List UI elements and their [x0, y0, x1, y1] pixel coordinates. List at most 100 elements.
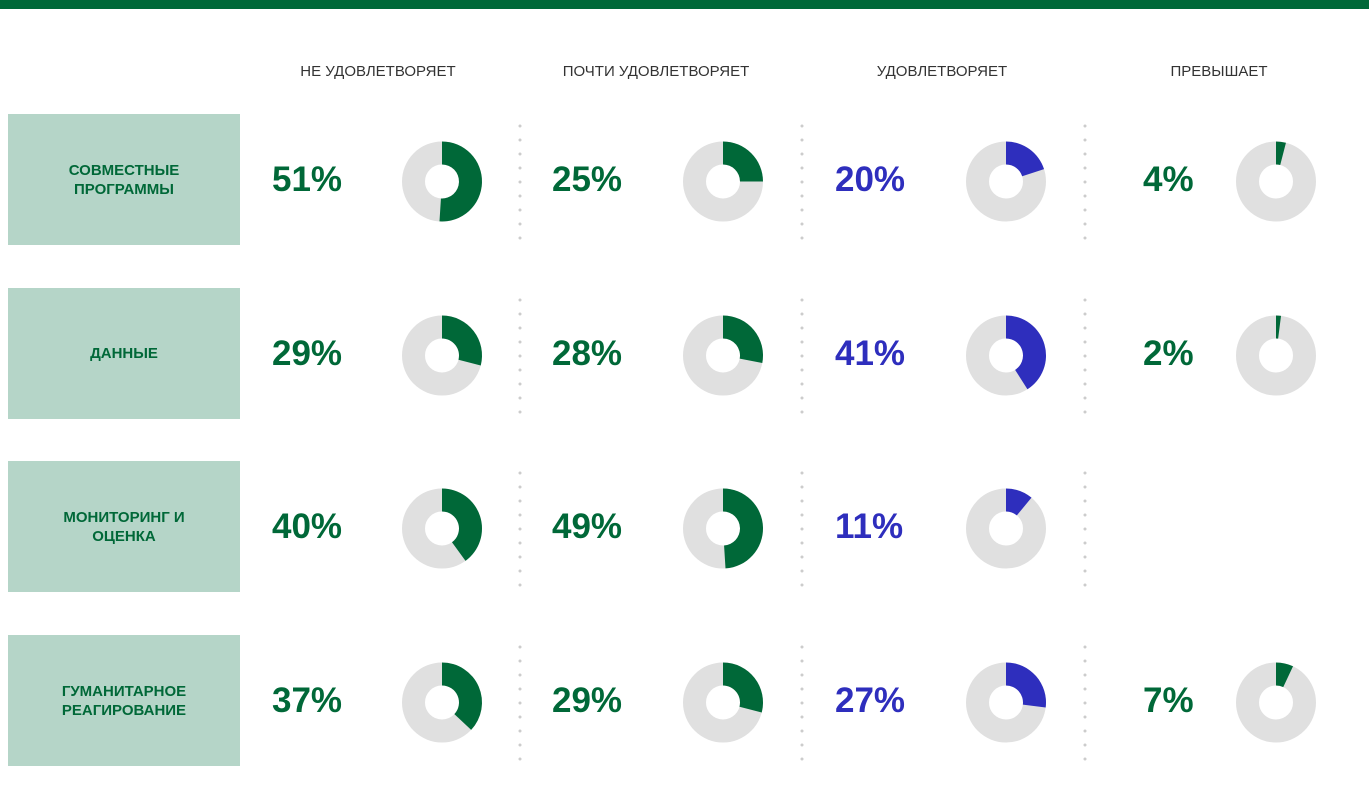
donut-segment — [723, 315, 763, 363]
separator-dot — [518, 729, 522, 733]
separator-dot — [1083, 410, 1087, 414]
column-header: УДОВЛЕТВОРЯЕТ — [877, 63, 1007, 80]
separator-dot — [518, 715, 522, 719]
separator-dot — [1083, 485, 1087, 489]
separator-dot — [800, 298, 804, 302]
row-label: ГУМАНИТАРНОЕ РЕАГИРОВАНИЕ — [61, 682, 187, 719]
donut-segment — [442, 662, 482, 730]
separator-dot — [518, 499, 522, 503]
separator-dot — [518, 298, 522, 302]
value-label: 40% — [272, 507, 342, 546]
separator-dot — [518, 673, 522, 677]
separator-dot — [1083, 368, 1087, 372]
separator-dot — [800, 583, 804, 587]
separator-dot — [518, 583, 522, 587]
separator-dot — [800, 124, 804, 128]
value-label: 41% — [835, 334, 905, 373]
separator-dot — [1083, 569, 1087, 573]
separator-dot — [800, 527, 804, 531]
separator-dot — [1083, 222, 1087, 226]
separator-dot — [518, 138, 522, 142]
value-label: 27% — [835, 681, 905, 720]
value-label: 20% — [835, 160, 905, 199]
separator-dot — [518, 368, 522, 372]
value-label: 37% — [272, 681, 342, 720]
separator-dot — [800, 312, 804, 316]
separator-dot — [800, 410, 804, 414]
row-label-box: МОНИТОРИНГ И ОЦЕНКА — [8, 461, 240, 592]
separator-dot — [800, 166, 804, 170]
separator-dot — [518, 152, 522, 156]
separator-dot — [800, 354, 804, 358]
separator-dot — [518, 326, 522, 330]
separator-dot — [518, 382, 522, 386]
separator-dot — [800, 673, 804, 677]
donut-segment — [1276, 662, 1294, 688]
separator-dot — [1083, 513, 1087, 517]
value-label: 4% — [1143, 160, 1194, 199]
separator-dot — [800, 368, 804, 372]
separator-dot — [518, 124, 522, 128]
top-bar — [0, 0, 1369, 9]
donut-segment — [1006, 488, 1032, 516]
separator-dot — [1083, 382, 1087, 386]
separator-dot — [1083, 124, 1087, 128]
separator-dot — [800, 569, 804, 573]
separator-dot — [800, 701, 804, 705]
separator-dot — [518, 687, 522, 691]
separator-dot — [518, 194, 522, 198]
row-label-box: ДАННЫЕ — [8, 288, 240, 419]
donut-segment — [1006, 662, 1046, 708]
separator-dot — [1083, 312, 1087, 316]
separator-dot — [518, 527, 522, 531]
separator-dot — [1083, 541, 1087, 545]
separator-dot — [800, 659, 804, 663]
separator-dot — [1083, 354, 1087, 358]
donut-segment — [723, 488, 764, 569]
separator-dot — [1083, 527, 1087, 531]
separator-dot — [800, 194, 804, 198]
separator-dot — [800, 757, 804, 761]
separator-dot — [1083, 743, 1087, 747]
separator-dot — [518, 354, 522, 358]
row-label: МОНИТОРИНГ И ОЦЕНКА — [63, 508, 185, 545]
separator-dot — [518, 659, 522, 663]
separator-dot — [518, 485, 522, 489]
row-label: ДАННЫЕ — [90, 345, 158, 362]
value-label: 29% — [272, 334, 342, 373]
value-label: 7% — [1143, 681, 1194, 720]
separator-dot — [800, 555, 804, 559]
separator-dot — [1083, 687, 1087, 691]
separator-dot — [800, 138, 804, 142]
donut-segment — [442, 488, 482, 561]
separator-dot — [1083, 208, 1087, 212]
separator-dot — [1083, 340, 1087, 344]
donut-segment — [1276, 315, 1282, 339]
separator-dot — [1083, 701, 1087, 705]
separator-dot — [518, 645, 522, 649]
donut-segment — [1006, 141, 1045, 177]
column-header: ПОЧТИ УДОВЛЕТВОРЯЕТ — [563, 63, 750, 80]
separator-dot — [800, 180, 804, 184]
value-label: 49% — [552, 507, 622, 546]
separator-dot — [518, 410, 522, 414]
separator-dot — [1083, 166, 1087, 170]
separator-dot — [800, 513, 804, 517]
row-label-box: СОВМЕСТНЫЕ ПРОГРАММЫ — [8, 114, 240, 245]
separator-dot — [518, 208, 522, 212]
donut-segment — [439, 141, 483, 222]
separator-dot — [518, 555, 522, 559]
separator-dot — [800, 340, 804, 344]
separator-dot — [1083, 152, 1087, 156]
column-header: НЕ УДОВЛЕТВОРЯЕТ — [300, 63, 455, 80]
donut-segment — [723, 141, 763, 182]
separator-dot — [800, 715, 804, 719]
separator-dot — [518, 222, 522, 226]
value-label: 25% — [552, 160, 622, 199]
separator-dot — [800, 743, 804, 747]
separator-dot — [1083, 180, 1087, 184]
separator-dot — [1083, 396, 1087, 400]
donut-segment — [442, 315, 482, 366]
